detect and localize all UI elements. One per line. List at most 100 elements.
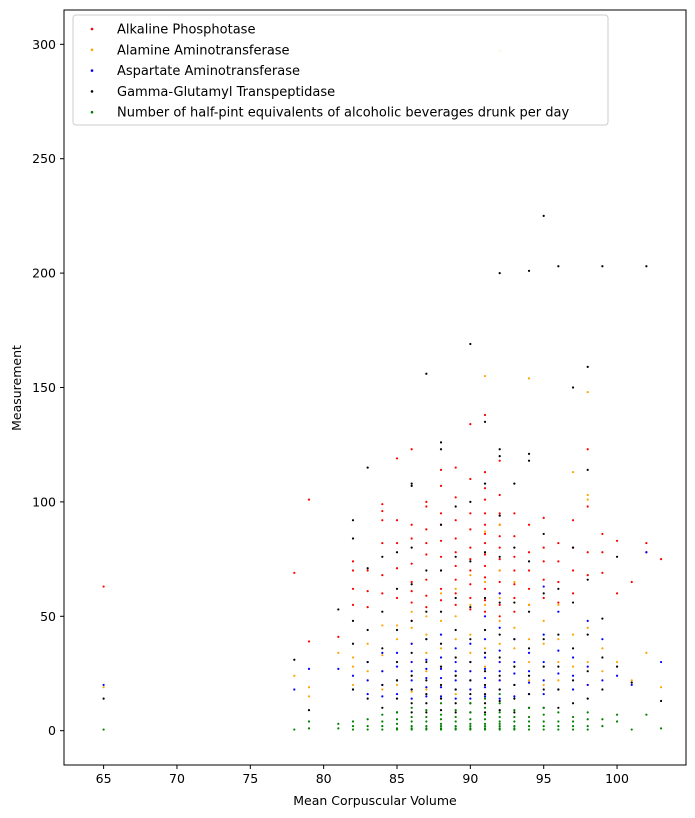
data-point: [586, 633, 589, 636]
data-point: [454, 551, 457, 554]
data-point: [483, 702, 487, 705]
data-point: [469, 512, 472, 515]
data-point: [439, 484, 443, 487]
data-point: [469, 500, 472, 503]
data-point: [102, 686, 105, 689]
data-point: [395, 567, 399, 570]
x-axis-label: Mean Corpuscular Volume: [293, 793, 457, 808]
data-point: [483, 697, 487, 700]
data-point: [366, 725, 369, 728]
data-point: [366, 466, 369, 469]
data-point: [469, 557, 472, 561]
data-point: [615, 555, 619, 558]
data-point: [351, 674, 355, 677]
data-point: [102, 585, 105, 588]
data-point: [498, 642, 501, 645]
data-point: [425, 727, 428, 730]
data-point: [659, 686, 663, 689]
data-point: [513, 580, 516, 584]
data-point: [425, 679, 428, 682]
data-point: [498, 715, 501, 719]
data-point: [469, 702, 472, 705]
data-point: [454, 496, 457, 499]
data-point: [439, 633, 443, 636]
data-point: [469, 642, 472, 645]
x-tick-label: 75: [242, 771, 258, 786]
data-point: [513, 546, 516, 549]
data-point: [498, 592, 501, 595]
data-point: [381, 509, 384, 513]
data-point: [351, 519, 355, 522]
data-point: [557, 603, 560, 606]
data-point: [513, 720, 516, 723]
data-point: [483, 482, 487, 485]
data-point: [351, 665, 355, 668]
data-point: [557, 541, 560, 545]
data-point: [483, 487, 487, 490]
data-point: [527, 660, 531, 664]
data-point: [410, 670, 413, 673]
data-point: [439, 722, 443, 725]
data-point: [498, 688, 501, 691]
data-point: [439, 468, 443, 471]
data-point: [557, 560, 560, 563]
data-point: [395, 718, 399, 721]
data-point: [395, 651, 399, 654]
data-point: [498, 512, 501, 515]
data-point: [439, 569, 443, 572]
data-point: [454, 720, 457, 723]
data-point: [425, 692, 428, 696]
data-point: [527, 377, 531, 380]
data-point: [527, 269, 531, 272]
data-point: [483, 374, 487, 378]
data-point: [483, 656, 487, 659]
data-point: [454, 679, 457, 682]
data-point: [425, 615, 428, 618]
data-point: [307, 695, 311, 698]
data-point: [454, 692, 457, 696]
data-point: [513, 672, 516, 675]
data-point: [366, 728, 369, 731]
data-point: [498, 523, 501, 526]
data-point: [395, 519, 399, 522]
data-point: [527, 728, 531, 731]
data-point: [425, 372, 428, 375]
data-point: [527, 706, 531, 709]
data-point: [542, 596, 545, 600]
data-point: [483, 532, 487, 536]
data-point: [586, 390, 589, 394]
data-point: [483, 692, 487, 696]
data-point: [498, 580, 501, 584]
data-point: [513, 695, 516, 698]
data-point: [571, 386, 575, 389]
data-point: [454, 587, 457, 590]
data-point: [469, 569, 472, 572]
data-point: [381, 647, 384, 650]
data-point: [571, 715, 575, 719]
data-point: [498, 656, 501, 659]
data-point: [498, 660, 501, 664]
data-point: [410, 619, 413, 622]
x-axis-ticks: 65 70 75 80 85 90 95 100: [96, 765, 629, 786]
data-point: [483, 610, 487, 613]
data-point: [439, 665, 443, 668]
data-point: [307, 686, 311, 689]
x-tick-label: 100: [605, 771, 629, 786]
data-point: [630, 681, 633, 684]
data-point: [601, 670, 604, 673]
plot-area: [64, 10, 686, 765]
data-point: [498, 557, 501, 561]
data-point: [586, 551, 589, 554]
data-point: [469, 606, 472, 609]
data-point: [454, 592, 457, 595]
data-point: [469, 546, 472, 549]
data-point: [659, 727, 663, 730]
data-point: [571, 720, 575, 723]
data-point: [601, 647, 604, 650]
data-point: [615, 660, 619, 664]
data-point: [410, 690, 413, 693]
data-point: [483, 722, 487, 725]
data-point: [469, 697, 472, 700]
data-point: [498, 697, 501, 700]
data-point: [469, 638, 472, 641]
